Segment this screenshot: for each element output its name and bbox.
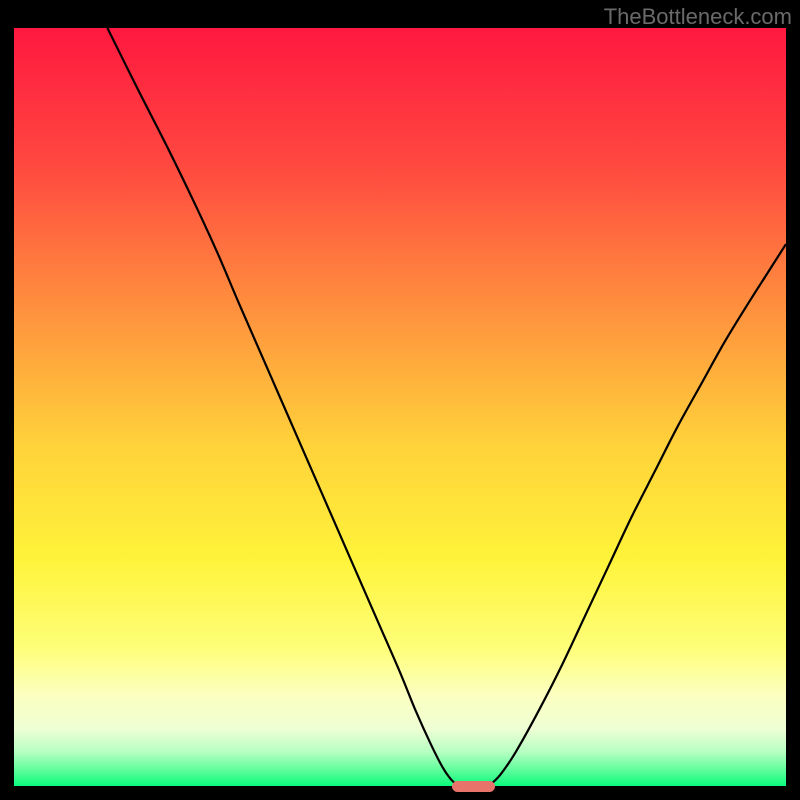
- minimum-marker: [452, 781, 495, 792]
- curves-svg: [14, 28, 786, 786]
- watermark-text: TheBottleneck.com: [604, 4, 792, 30]
- curve-right: [489, 244, 786, 786]
- curve-left: [107, 28, 457, 786]
- chart-container: TheBottleneck.com: [0, 0, 800, 800]
- plot-area: [14, 28, 786, 786]
